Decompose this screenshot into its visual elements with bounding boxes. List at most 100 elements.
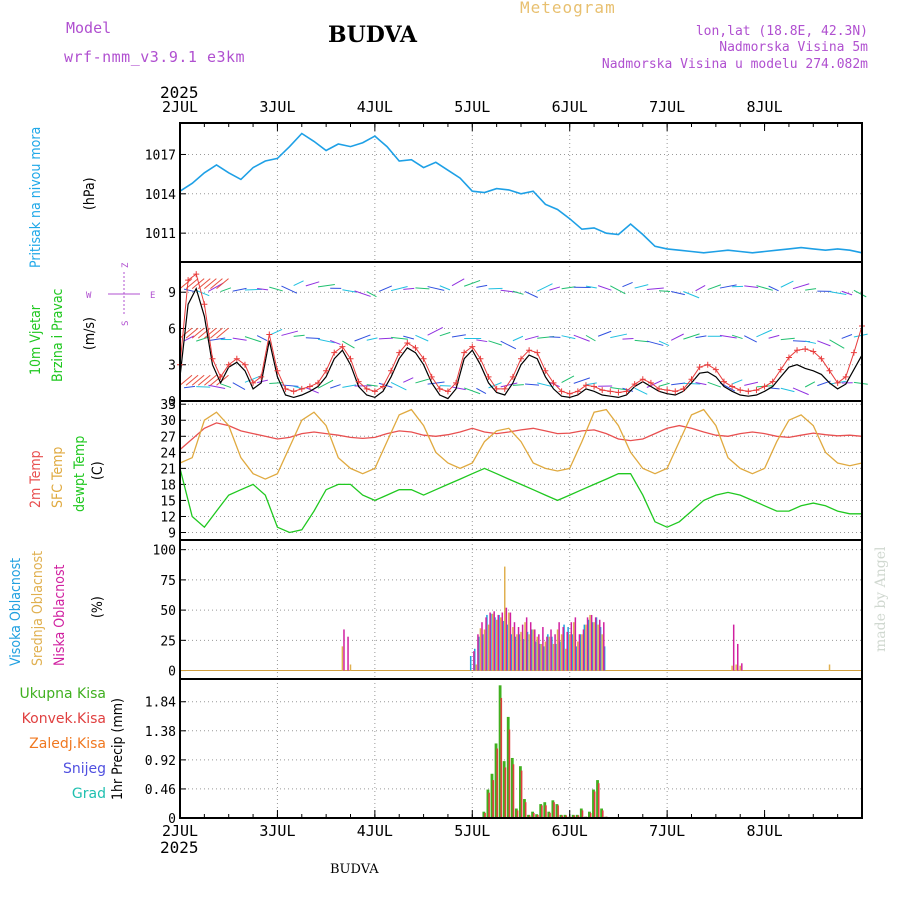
wind-direction-arrow: [317, 283, 335, 288]
wind-gust-marker: [323, 367, 330, 374]
precip-conv-bar: [504, 767, 507, 818]
wind-direction-arrow: [196, 336, 210, 342]
wind-direction-arrow: [610, 386, 628, 391]
wind-direction-arrow: [269, 286, 283, 292]
wind-direction-arrow: [537, 382, 554, 388]
wind-direction-arrow: [451, 334, 466, 338]
wind-direction-arrow: [804, 381, 816, 388]
time-label-bottom: 6JUL: [552, 822, 588, 840]
wind-direction-arrow: [549, 286, 561, 291]
wind-direction-arrow: [792, 387, 809, 396]
wind-direction-arrow: [597, 330, 612, 337]
precip-conv-bar: [557, 805, 559, 818]
wind-direction-arrow: [585, 334, 596, 342]
wind-direction-arrow: [780, 280, 794, 288]
precip-conv-bar: [573, 815, 576, 818]
wind-direction-arrow: [293, 280, 304, 287]
model-elevation-label: Nadmorska Visina u modelu 274.082m: [601, 57, 868, 72]
temp-tick-label: 21: [160, 462, 176, 477]
time-label-bottom: 2JUL: [162, 822, 198, 840]
wind-gust-marker: [331, 349, 338, 356]
wind-gust-marker: [582, 382, 589, 389]
precip-total-bar: [502, 761, 506, 818]
wind-direction-arrow: [768, 285, 779, 292]
wind-gust-marker: [704, 361, 711, 368]
wind-direction-arrow: [695, 285, 706, 292]
wind-direction-arrow: [197, 278, 211, 289]
wind-gust-marker: [404, 339, 411, 346]
model-name: wrf-nmm_v3.9.1 e3km: [64, 48, 246, 66]
precip-conv-bar: [553, 802, 555, 818]
wind-direction-arrow: [634, 387, 648, 395]
wind-gust-marker: [558, 388, 565, 395]
wind-direction-arrow: [185, 374, 199, 386]
wind-gust-marker: [834, 379, 841, 386]
wind-direction-arrow: [512, 290, 524, 295]
time-label-top: 5JUL: [454, 98, 490, 116]
precip-total-bar: [506, 716, 510, 818]
wind-gust-marker: [672, 388, 679, 395]
wind-direction-arrow: [179, 327, 193, 339]
wind-direction-arrow: [683, 333, 700, 340]
wind-gust-marker: [696, 364, 703, 371]
wind-gust-marker: [574, 388, 581, 395]
wind-direction-arrow: [634, 284, 649, 289]
wind-direction-arrow: [476, 339, 488, 343]
wind-direction-arrow: [585, 285, 597, 289]
wind-direction-arrow: [671, 291, 685, 296]
compass-e: E: [150, 291, 155, 301]
wind-direction-arrow: [220, 383, 232, 389]
precip-conv-bar: [577, 815, 580, 818]
wind-direction-arrow: [305, 281, 320, 287]
wind-direction-arrow: [670, 333, 684, 341]
wind-direction-arrow: [256, 335, 268, 342]
temp-tick-label: 12: [160, 510, 176, 525]
precip-conv-bar: [492, 780, 494, 818]
precip-total-bar: [579, 808, 583, 818]
wind-gust-marker: [453, 379, 460, 386]
wind-direction-arrow: [756, 329, 773, 338]
wind-direction-arrow: [658, 382, 670, 387]
wind-gust-marker: [339, 343, 346, 350]
wind-direction-arrow: [342, 384, 357, 388]
wind-gust-marker: [193, 271, 200, 278]
wind-gust-marker: [485, 373, 492, 380]
wind-direction-arrow: [427, 286, 445, 291]
panel-frame-prec: [179, 678, 863, 819]
wind-gust-marker: [209, 355, 216, 362]
wind-gust-marker: [842, 373, 849, 380]
wind-direction-arrow: [744, 285, 759, 289]
wind-direction-arrow: [561, 375, 575, 383]
temp-tick-label: 33: [160, 398, 176, 413]
wind-direction-arrow: [183, 288, 195, 293]
wind-direction-arrow: [805, 340, 817, 344]
wind-gust-marker: [785, 354, 792, 361]
wind-direction-arrow: [683, 291, 700, 299]
wind-direction-arrow: [197, 374, 211, 386]
time-label-top: 7JUL: [649, 98, 685, 116]
wind-gust-marker: [712, 366, 719, 373]
wind-gust-marker: [720, 378, 727, 385]
wind-direction-arrow: [585, 382, 597, 386]
wind-gust-marker: [542, 367, 549, 374]
wind-direction-arrow: [366, 337, 378, 341]
wind-direction-arrow: [191, 278, 205, 289]
precip-total-bar: [600, 808, 603, 818]
wind-direction-arrow: [269, 382, 284, 385]
wind-direction-arrow: [232, 337, 247, 341]
year-bottom: 2025: [160, 838, 199, 857]
wind-direction-arrow: [610, 285, 626, 295]
year-top: 2025: [160, 83, 199, 102]
wind-direction-arrow: [500, 382, 518, 388]
time-label-bottom: 8JUL: [747, 822, 783, 840]
precip-conv-bar: [488, 792, 490, 818]
wind-gust-marker: [761, 383, 768, 390]
wind-direction-arrow: [257, 288, 269, 291]
wind-gust-marker: [566, 390, 573, 397]
wind-direction-arrow: [293, 334, 305, 337]
precip-conv-bar: [532, 812, 535, 818]
wind-direction-arrow: [634, 339, 649, 343]
wind-gust-marker: [615, 389, 622, 396]
cloud-tick-label: 75: [160, 574, 176, 589]
wind-direction-arrow: [183, 335, 195, 342]
